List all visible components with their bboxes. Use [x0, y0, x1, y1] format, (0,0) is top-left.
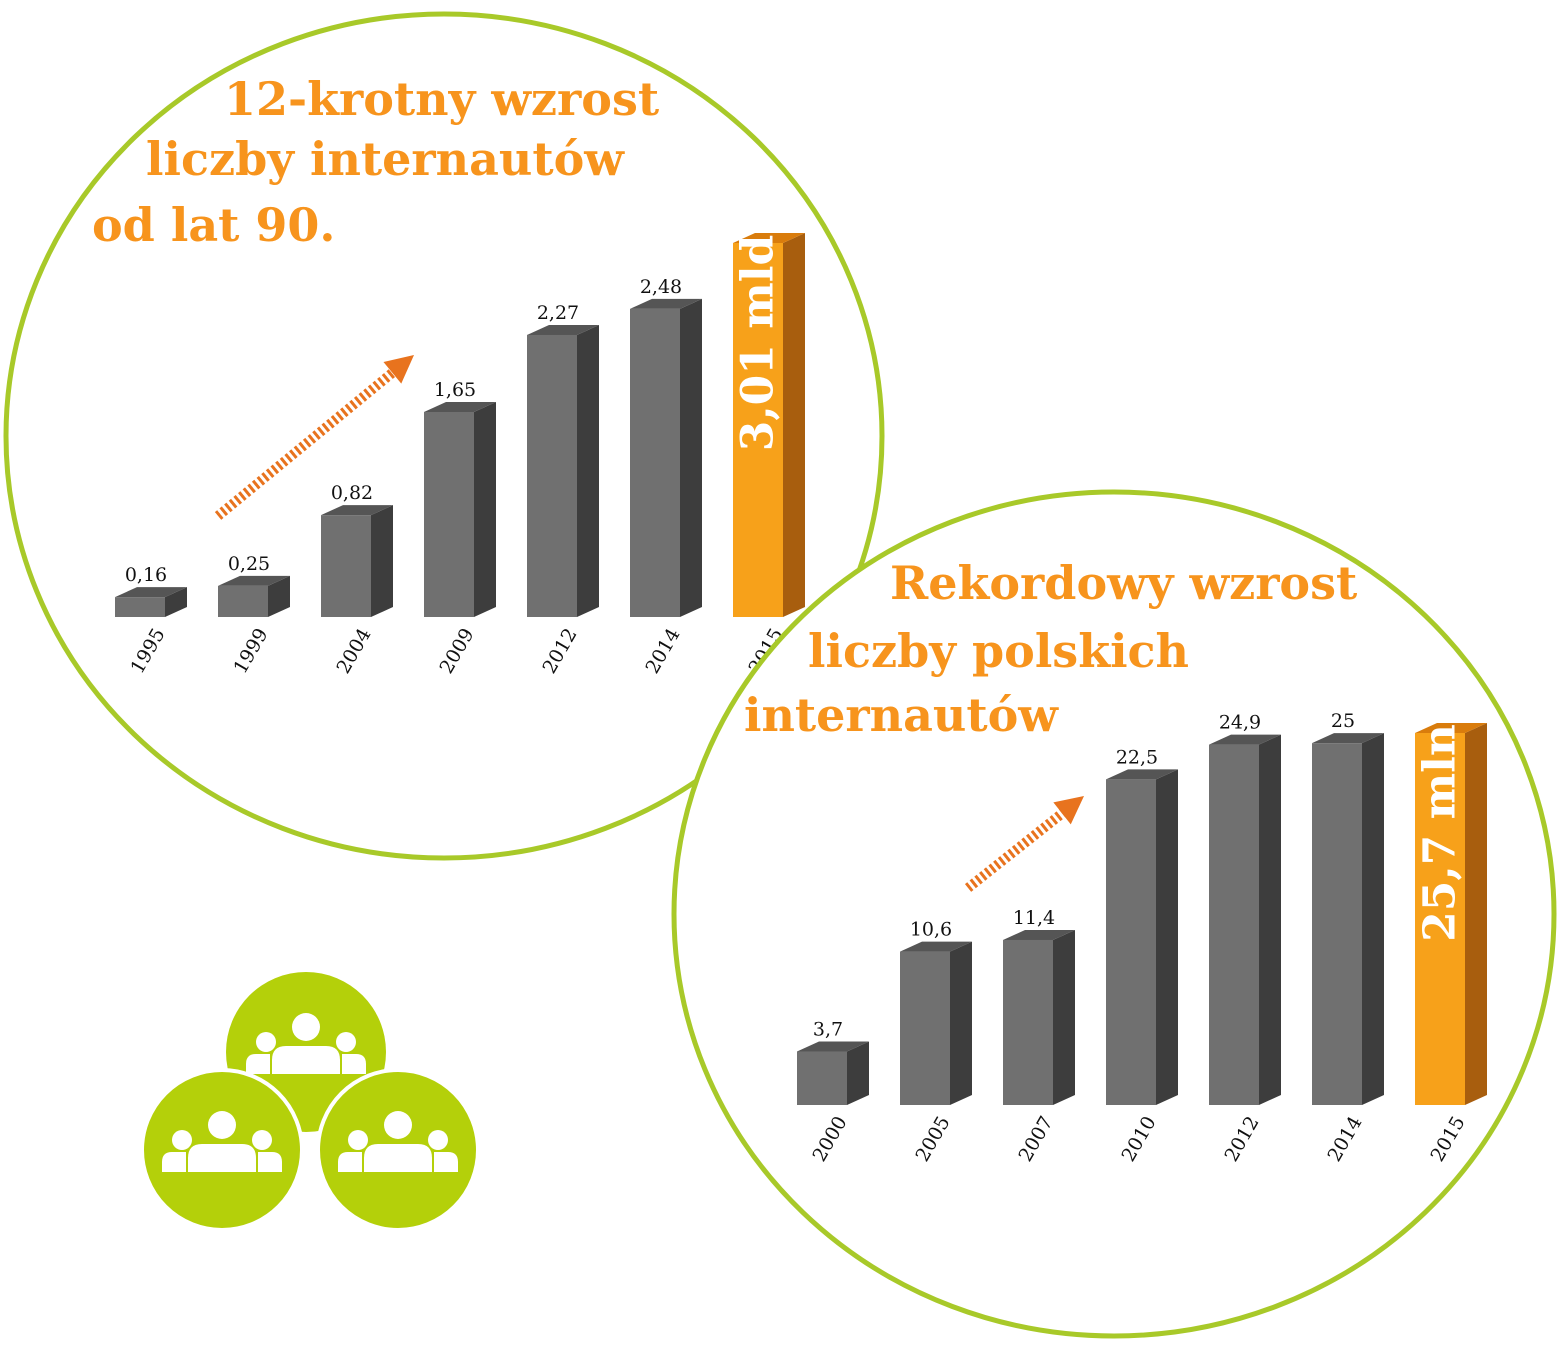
world-bar-side	[680, 298, 702, 617]
world-title-line-1: 12-krotny wzrost	[224, 72, 660, 126]
poland-value-label: 22,5	[1116, 746, 1158, 768]
poland-value-label: 24,9	[1219, 712, 1261, 734]
world-trend-arrow-icon	[214, 354, 415, 520]
world-bars: 0,16 1995 0,25 1999 0,82 2004 1,65 2009 2,27 2012…	[115, 233, 805, 677]
world-bar-top	[424, 401, 496, 412]
poland-bar-2005: 10,6	[900, 919, 972, 1105]
world-bar-top	[115, 587, 187, 598]
poland-bar-side	[1465, 723, 1487, 1105]
poland-bar-top	[900, 941, 972, 952]
poland-bar-side	[1053, 929, 1075, 1105]
world-category-label: 1999	[229, 625, 272, 678]
world-value-label: 1,65	[434, 379, 476, 401]
poland-bar-2007: 11,4	[1003, 907, 1075, 1105]
world-bar-2012: 2,27	[527, 302, 599, 617]
world-bar-top	[321, 505, 393, 516]
poland-bar-top	[1209, 734, 1281, 745]
world-value-label: 2,48	[640, 276, 682, 298]
world-bar-front	[218, 585, 268, 617]
world-category-label: 2009	[435, 625, 478, 678]
poland-bars: 3,7200010,6200511,4200722,5201024,920122…	[797, 710, 1487, 1165]
world-category-label: 2014	[641, 625, 684, 678]
world-bar-front	[733, 243, 783, 617]
world-internet-users-panel: 0,16 1995 0,25 1999 0,82 2004 1,65 2009 2,27 2012…	[3, 11, 885, 861]
poland-value-label-highlight: 25,7 mln	[1415, 724, 1466, 942]
people-silhouettes-right	[338, 1111, 458, 1172]
world-ring	[3, 11, 885, 861]
poland-bar-top	[1003, 929, 1075, 940]
poland-bar-top	[1312, 733, 1384, 744]
poland-bar-front	[1209, 744, 1259, 1105]
world-value-label-highlight: 3,01 mld	[733, 235, 784, 452]
poland-value-label: 10,6	[910, 919, 952, 941]
world-bar-side	[783, 233, 805, 617]
world-title-line-3: od lat 90.	[92, 198, 336, 252]
poland-trend-arrow-head	[1053, 795, 1085, 825]
world-bar-2014: 2,48	[630, 276, 702, 617]
world-bar-front	[527, 334, 577, 617]
world-bar-front	[321, 515, 371, 617]
poland-bar-front	[1415, 733, 1465, 1105]
world-title-line-2: liczby internautów	[146, 132, 624, 186]
poland-bar-front	[1003, 939, 1053, 1105]
poland-bar-2010: 22,5	[1106, 746, 1178, 1105]
poland-bar-side	[1362, 733, 1384, 1105]
poland-bar-side	[1259, 734, 1281, 1105]
world-bar-top	[218, 575, 290, 586]
world-bar-top	[733, 233, 805, 243]
poland-bar-2012: 24,9	[1209, 712, 1281, 1105]
poland-bar-2015: 25,7 mln	[1415, 723, 1487, 1105]
world-bar-1995: 0,16	[115, 564, 187, 617]
world-value-label: 0,25	[228, 553, 270, 575]
poland-bar-2014: 25	[1312, 710, 1384, 1105]
poland-bar-top	[1106, 769, 1178, 780]
poland-internet-users-panel: 3,7200010,6200511,4200722,5201024,920122…	[671, 489, 1557, 1339]
world-bar-side	[474, 401, 496, 617]
poland-bar-front	[1106, 779, 1156, 1105]
people-group-icon	[140, 972, 480, 1232]
poland-value-label: 25	[1331, 710, 1355, 732]
poland-value-label: 11,4	[1013, 907, 1055, 929]
poland-title-line-1: Rekordowy wzrost	[890, 556, 1358, 610]
world-trend-arrow-shaft	[214, 367, 398, 520]
world-category-label: 1995	[126, 625, 169, 678]
world-bar-top	[630, 298, 702, 309]
poland-bar-side	[847, 1041, 869, 1105]
world-bar-side	[371, 505, 393, 617]
poland-title-line-2: liczby polskich	[808, 624, 1190, 678]
poland-bar-top	[797, 1041, 869, 1052]
world-bar-side	[268, 575, 290, 617]
poland-title-line-3: internautów	[744, 688, 1058, 742]
poland-bar-front	[797, 1051, 847, 1105]
world-bar-side	[165, 587, 187, 617]
people-silhouettes-top	[246, 1013, 366, 1074]
world-bar-2009: 1,65	[424, 379, 496, 617]
world-bar-side	[577, 324, 599, 617]
world-category-label: 2004	[332, 625, 375, 678]
poland-bar-side	[1156, 769, 1178, 1105]
poland-bar-front	[900, 951, 950, 1105]
world-bar-top	[527, 324, 599, 335]
world-bar-2004: 0,82	[321, 482, 393, 617]
poland-bar-side	[950, 941, 972, 1105]
world-bar-front	[630, 308, 680, 617]
world-category-label: 2012	[538, 625, 581, 678]
world-bar-front	[424, 411, 474, 617]
poland-bar-2000: 3,7	[797, 1018, 869, 1105]
world-value-label: 2,27	[537, 302, 579, 324]
world-trend-arrow-head	[383, 354, 415, 384]
poland-bar-top	[1415, 723, 1487, 733]
poland-bar-front	[1312, 743, 1362, 1105]
world-value-label: 0,16	[125, 564, 167, 586]
poland-trend-arrow-icon	[964, 795, 1085, 892]
world-bar-2015: 3,01 mld	[733, 233, 805, 617]
world-bar-1999: 0,25	[218, 553, 290, 617]
poland-value-label: 3,7	[813, 1018, 843, 1040]
poland-trend-arrow-shaft	[964, 808, 1067, 892]
world-bar-front	[115, 597, 165, 617]
world-value-label: 0,82	[331, 482, 373, 504]
people-silhouettes-left	[162, 1111, 282, 1172]
